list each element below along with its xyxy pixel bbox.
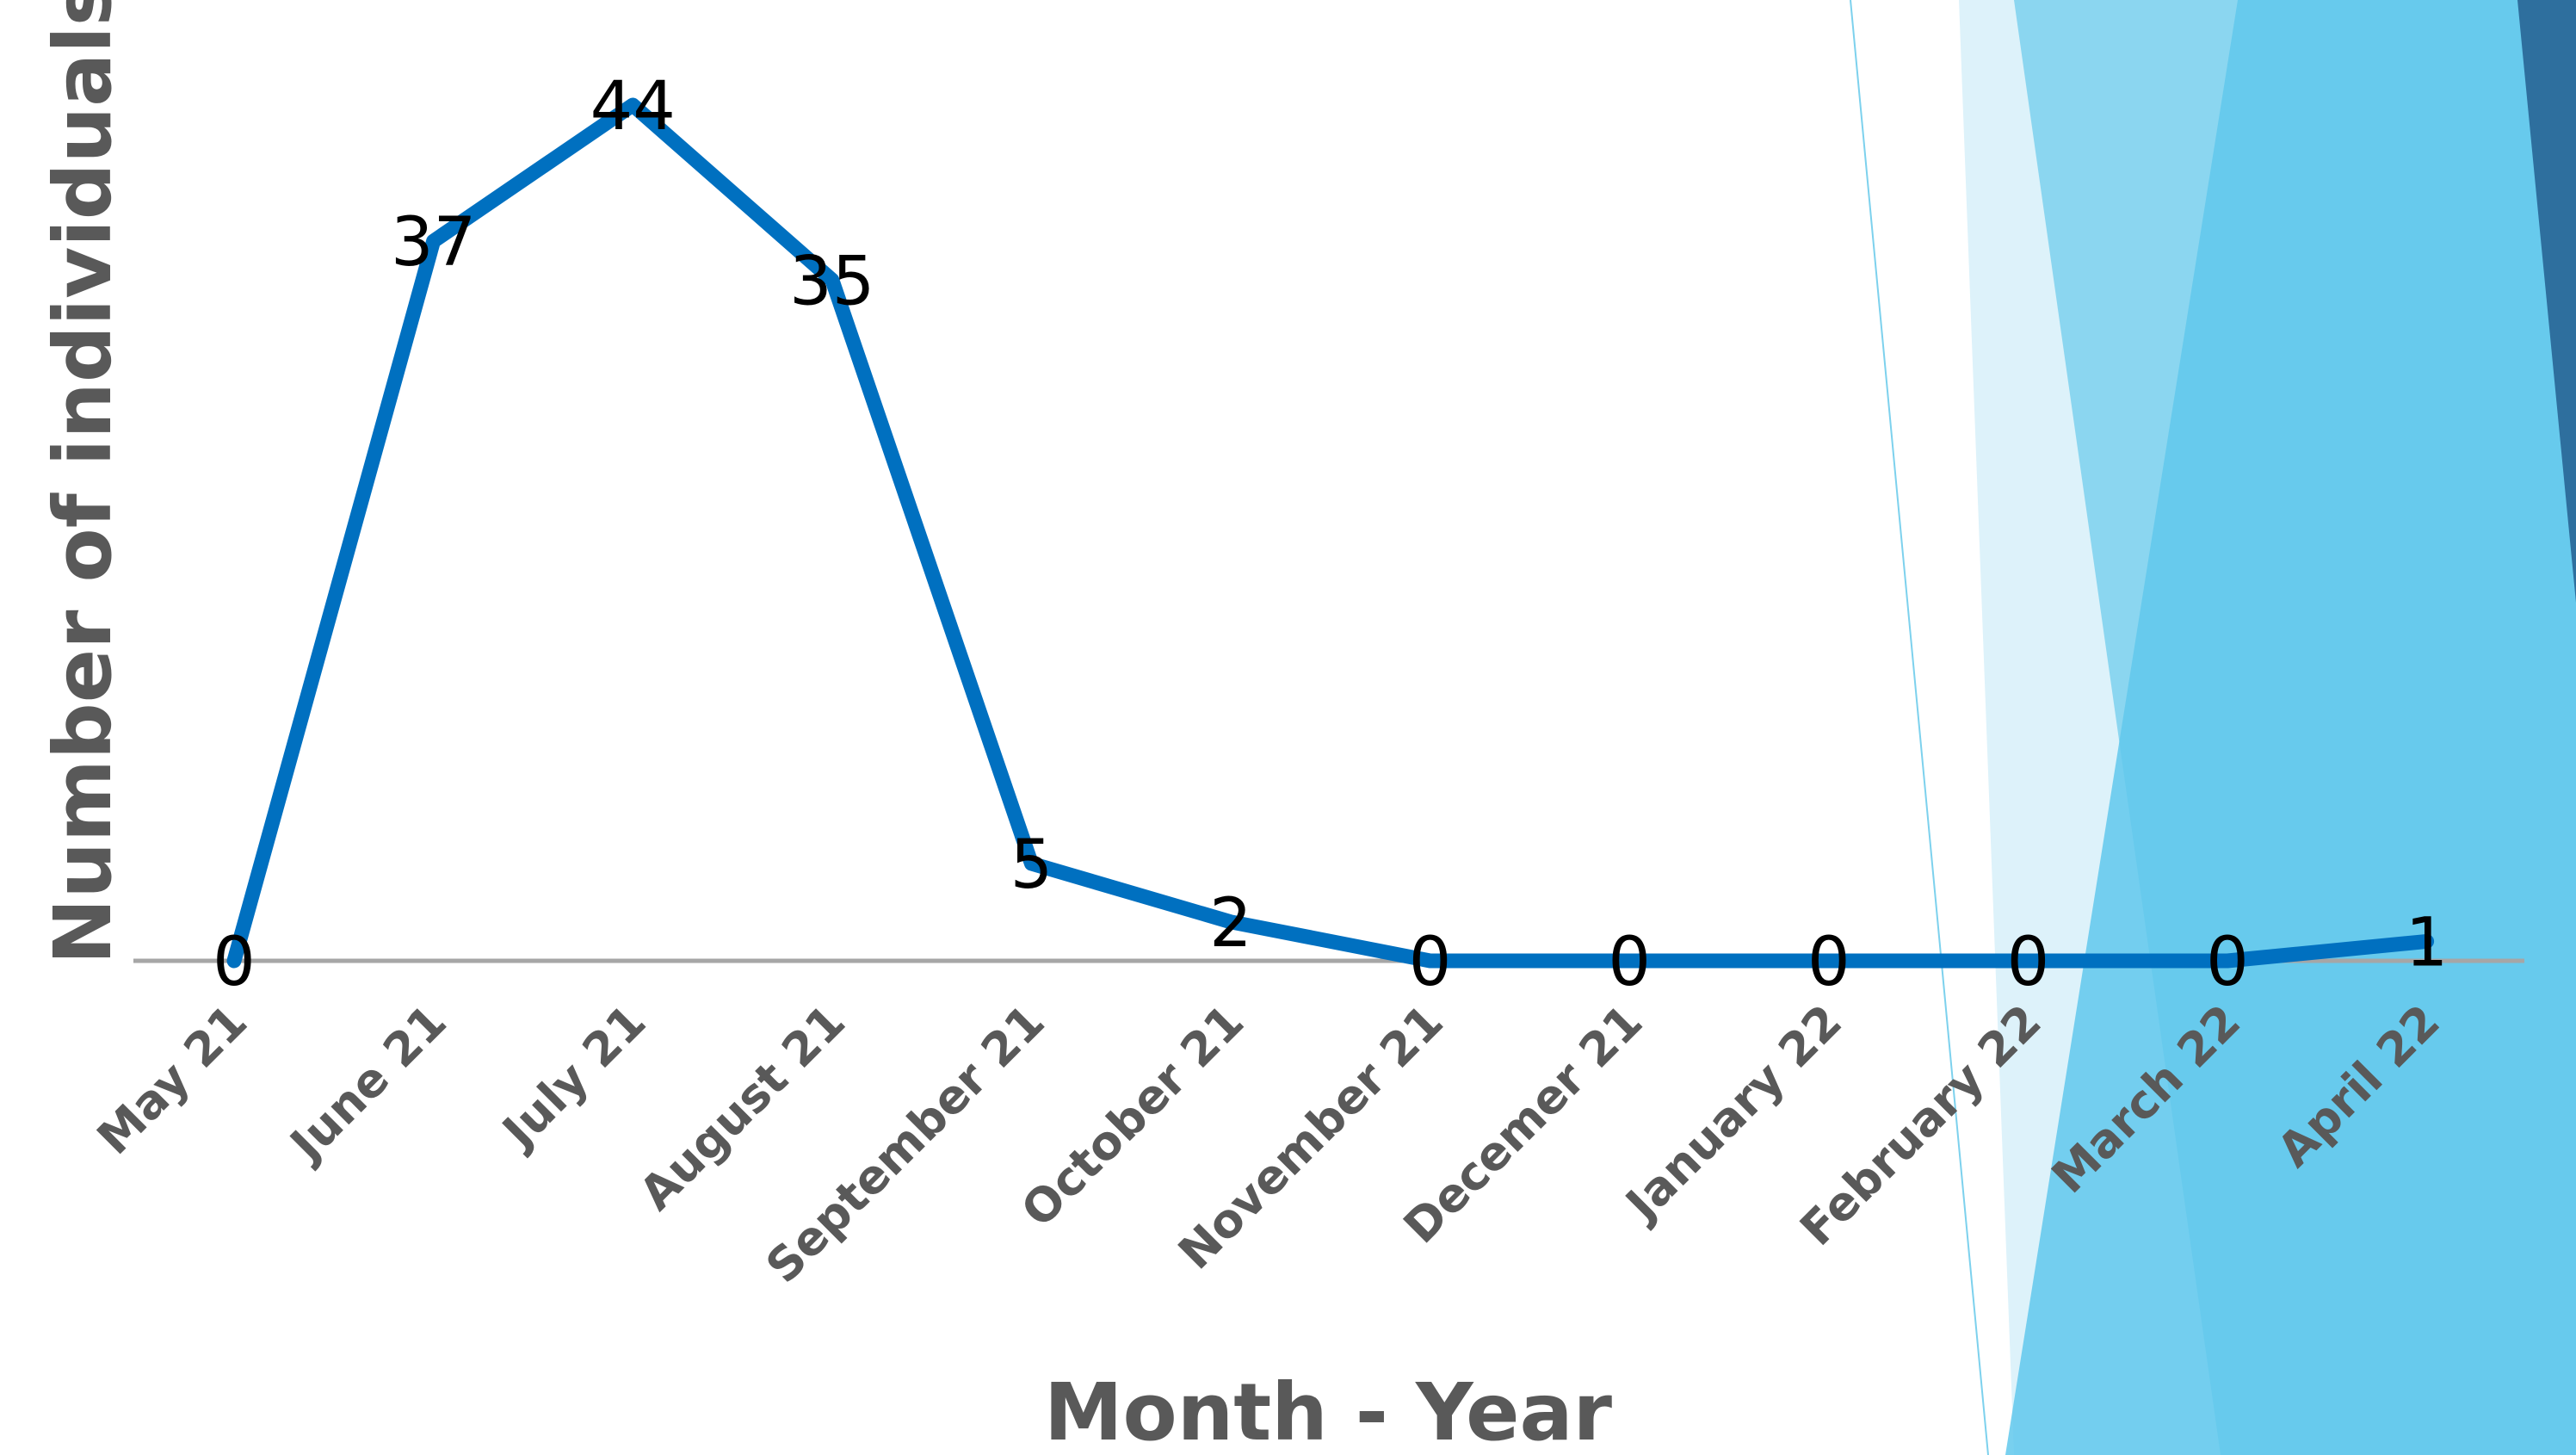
decorative-accent-shapes xyxy=(1850,0,2576,1455)
data-label-4: 5 xyxy=(1010,827,1053,904)
accent-shape-main xyxy=(2005,0,2576,1455)
x-tick-label-0: May 21 xyxy=(87,994,257,1165)
series-line xyxy=(226,97,2435,969)
data-label-0: 0 xyxy=(213,924,256,1001)
data-label-6: 0 xyxy=(1409,924,1452,1001)
data-label-5: 2 xyxy=(1209,885,1252,963)
x-tick-label-2: July 21 xyxy=(490,994,656,1161)
data-labels: 0 37 44 35 5 2 0 0 0 0 0 1 xyxy=(213,68,2448,1001)
data-label-8: 0 xyxy=(1807,924,1850,1001)
data-label-9: 0 xyxy=(2007,924,2050,1001)
data-label-3: 35 xyxy=(789,243,874,320)
accent-shape-dark xyxy=(2517,0,2576,603)
x-tick-label-3: August 21 xyxy=(629,994,856,1221)
x-axis-title: Month - Year xyxy=(1044,1366,1613,1455)
data-label-11: 1 xyxy=(2406,904,2449,981)
data-label-10: 0 xyxy=(2206,924,2249,1001)
y-axis-title: Number of individuals xyxy=(37,0,129,964)
data-label-1: 37 xyxy=(391,204,476,282)
data-label-2: 44 xyxy=(590,68,676,146)
x-tick-label-1: June 21 xyxy=(278,994,457,1173)
data-label-7: 0 xyxy=(1608,924,1651,1001)
accent-thin-line xyxy=(1850,0,1989,1455)
